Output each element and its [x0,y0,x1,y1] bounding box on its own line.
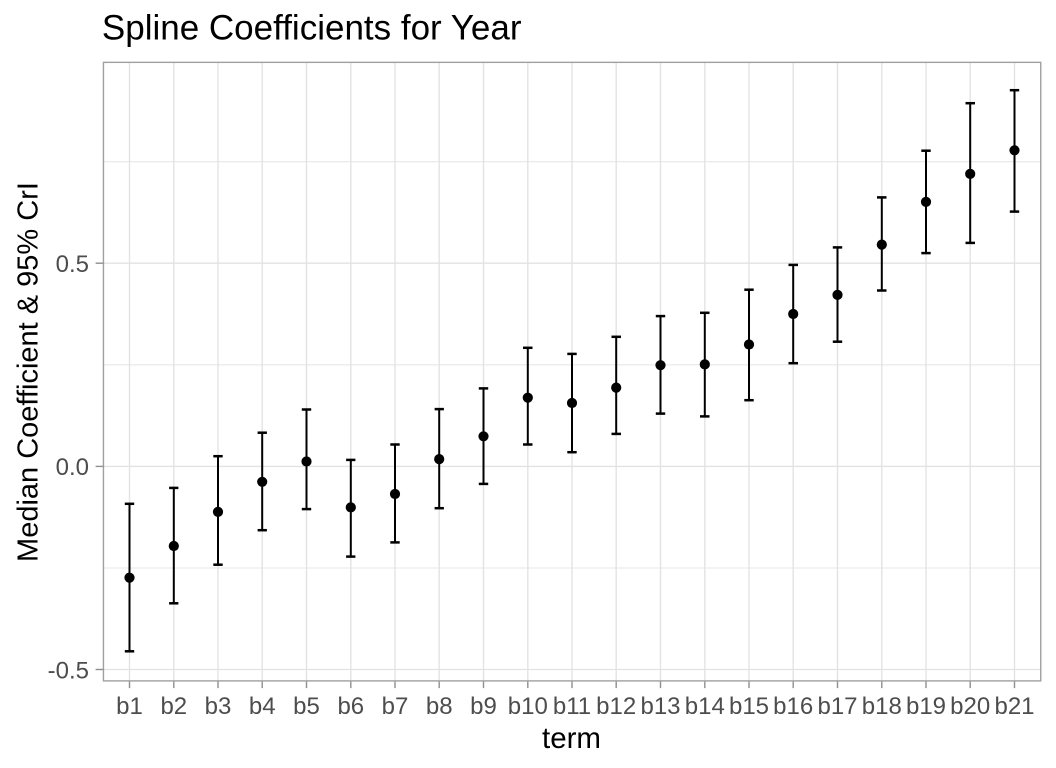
svg-text:term: term [542,722,601,755]
svg-text:b18: b18 [862,693,902,720]
svg-text:b7: b7 [382,693,409,720]
svg-text:-0.5: -0.5 [48,657,89,684]
svg-text:b3: b3 [205,693,232,720]
svg-text:b2: b2 [160,693,187,720]
svg-text:Median Coefficient & 95% CrI: Median Coefficient & 95% CrI [12,182,44,562]
svg-text:0.5: 0.5 [56,251,89,278]
svg-text:b1: b1 [116,693,143,720]
svg-text:b16: b16 [773,693,813,720]
svg-text:b20: b20 [950,693,990,720]
svg-text:b15: b15 [729,693,769,720]
svg-text:b21: b21 [994,693,1034,720]
svg-text:b11: b11 [553,693,591,720]
svg-text:Spline Coefficients for Year: Spline Coefficients for Year [102,9,522,48]
svg-text:b10: b10 [508,693,548,720]
svg-text:b8: b8 [426,693,453,720]
svg-text:b6: b6 [337,693,364,720]
svg-text:b17: b17 [817,693,857,720]
svg-text:b12: b12 [596,693,636,720]
svg-text:b4: b4 [249,693,276,720]
svg-text:b9: b9 [470,693,497,720]
svg-text:b19: b19 [906,693,946,720]
svg-text:b5: b5 [293,693,320,720]
svg-text:b13: b13 [640,693,680,720]
svg-text:b14: b14 [685,693,725,720]
svg-text:0.0: 0.0 [56,454,89,481]
